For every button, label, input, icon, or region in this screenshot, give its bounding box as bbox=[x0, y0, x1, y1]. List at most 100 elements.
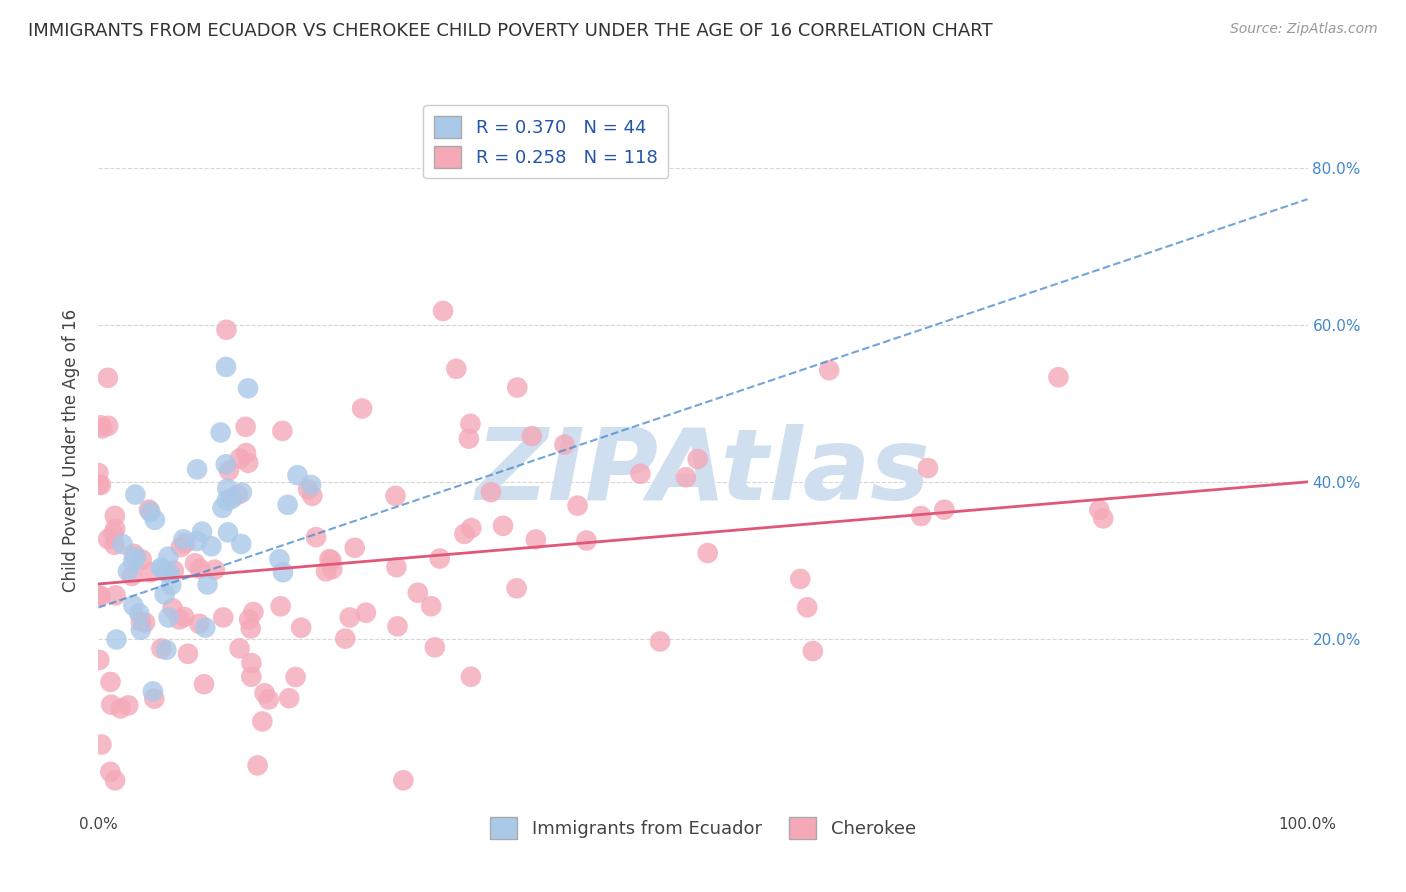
Point bbox=[242, 605, 264, 619]
Point bbox=[446, 361, 468, 376]
Point bbox=[117, 564, 139, 578]
Point bbox=[231, 537, 253, 551]
Point bbox=[524, 533, 547, 547]
Point bbox=[157, 549, 180, 564]
Point bbox=[460, 417, 482, 431]
Point bbox=[155, 565, 177, 579]
Point bbox=[343, 541, 366, 555]
Point bbox=[162, 601, 184, 615]
Point bbox=[818, 363, 841, 377]
Point bbox=[104, 508, 127, 523]
Point bbox=[97, 532, 120, 546]
Point bbox=[575, 533, 598, 548]
Point bbox=[238, 456, 260, 470]
Point bbox=[217, 525, 239, 540]
Point bbox=[252, 714, 274, 729]
Point bbox=[186, 462, 208, 476]
Point bbox=[160, 578, 183, 592]
Point bbox=[209, 425, 232, 440]
Point bbox=[567, 499, 589, 513]
Point bbox=[675, 470, 697, 484]
Point bbox=[188, 616, 211, 631]
Point bbox=[143, 691, 166, 706]
Point bbox=[221, 491, 243, 506]
Point bbox=[90, 418, 112, 433]
Point bbox=[90, 478, 112, 492]
Point bbox=[385, 560, 408, 574]
Point bbox=[305, 530, 328, 544]
Point bbox=[98, 764, 121, 779]
Point bbox=[240, 656, 263, 670]
Point bbox=[174, 536, 197, 550]
Point bbox=[100, 674, 122, 689]
Point bbox=[290, 621, 312, 635]
Point bbox=[429, 551, 451, 566]
Point bbox=[97, 418, 120, 433]
Point bbox=[138, 502, 160, 516]
Point bbox=[686, 452, 709, 467]
Point bbox=[200, 539, 222, 553]
Point bbox=[384, 489, 406, 503]
Point bbox=[238, 612, 260, 626]
Point bbox=[801, 644, 824, 658]
Point bbox=[104, 773, 127, 788]
Point bbox=[240, 670, 263, 684]
Point bbox=[139, 566, 162, 580]
Point bbox=[492, 518, 515, 533]
Point bbox=[194, 621, 217, 635]
Point bbox=[387, 619, 409, 633]
Point bbox=[453, 527, 475, 541]
Y-axis label: Child Poverty Under the Age of 16: Child Poverty Under the Age of 16 bbox=[62, 309, 80, 592]
Point bbox=[269, 552, 291, 566]
Point bbox=[134, 615, 156, 630]
Point bbox=[155, 643, 177, 657]
Point bbox=[696, 546, 718, 560]
Point bbox=[122, 599, 145, 613]
Point bbox=[197, 577, 219, 591]
Point bbox=[110, 701, 132, 715]
Point bbox=[100, 698, 122, 712]
Point bbox=[97, 371, 120, 385]
Point bbox=[212, 610, 235, 624]
Point bbox=[117, 698, 139, 713]
Point bbox=[87, 589, 110, 603]
Point bbox=[246, 758, 269, 772]
Point bbox=[169, 612, 191, 626]
Point bbox=[352, 401, 374, 416]
Point bbox=[235, 419, 257, 434]
Point bbox=[204, 563, 226, 577]
Point bbox=[87, 477, 110, 491]
Point bbox=[153, 587, 176, 601]
Point bbox=[149, 560, 172, 574]
Point bbox=[239, 622, 262, 636]
Point bbox=[231, 485, 253, 500]
Point bbox=[917, 461, 939, 475]
Point bbox=[934, 502, 956, 516]
Point bbox=[277, 498, 299, 512]
Point bbox=[173, 533, 195, 547]
Point bbox=[104, 588, 127, 602]
Point bbox=[1092, 511, 1115, 525]
Point bbox=[111, 537, 134, 551]
Point bbox=[506, 380, 529, 394]
Point bbox=[228, 641, 250, 656]
Point bbox=[124, 487, 146, 501]
Point bbox=[1088, 503, 1111, 517]
Text: IMMIGRANTS FROM ECUADOR VS CHEROKEE CHILD POVERTY UNDER THE AGE OF 16 CORRELATIO: IMMIGRANTS FROM ECUADOR VS CHEROKEE CHIL… bbox=[28, 22, 993, 40]
Point bbox=[271, 566, 294, 580]
Point bbox=[131, 552, 153, 566]
Point bbox=[103, 538, 125, 552]
Point bbox=[125, 549, 148, 564]
Point bbox=[301, 489, 323, 503]
Point bbox=[553, 437, 575, 451]
Point bbox=[91, 421, 114, 435]
Point bbox=[228, 451, 250, 466]
Point bbox=[87, 466, 110, 480]
Point bbox=[129, 623, 152, 637]
Point bbox=[287, 468, 309, 483]
Point bbox=[170, 540, 193, 554]
Point bbox=[299, 478, 322, 492]
Point bbox=[152, 562, 174, 576]
Point bbox=[628, 467, 651, 481]
Point bbox=[354, 606, 377, 620]
